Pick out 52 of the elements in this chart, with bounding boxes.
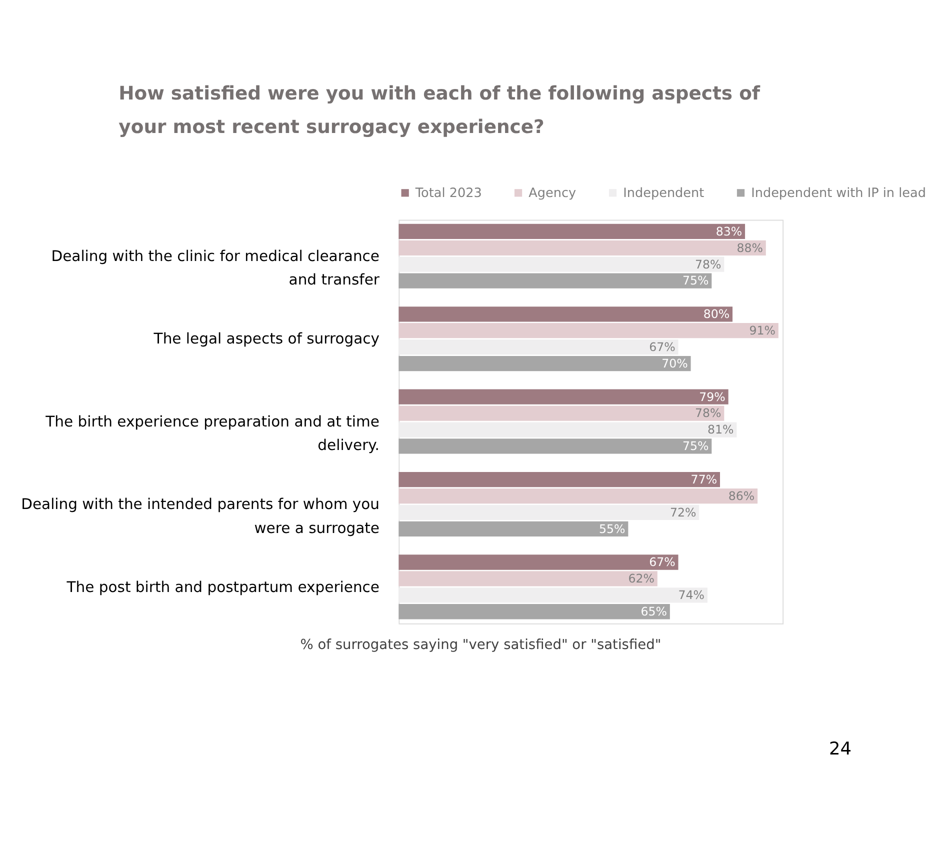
y-tick-label: The post birth and postpartum experience bbox=[66, 578, 380, 596]
data-label: 91% bbox=[749, 324, 776, 338]
data-label: 74% bbox=[678, 588, 705, 602]
data-label: 72% bbox=[670, 505, 696, 520]
text: % of surrogates saying "very satisfied" or "satisfied" bbox=[300, 636, 662, 653]
bar bbox=[398, 256, 724, 272]
bar bbox=[398, 604, 670, 620]
bar bbox=[398, 406, 724, 421]
data-label: 81% bbox=[708, 422, 734, 437]
data-label: 78% bbox=[694, 406, 722, 420]
bar bbox=[398, 554, 678, 570]
chart-title: How satisfied were you with each of the following aspects of your most recent surrogacy experience? bbox=[118, 84, 761, 138]
bar bbox=[398, 306, 733, 322]
data-label: 67% bbox=[649, 340, 676, 354]
bar bbox=[398, 240, 766, 256]
bar bbox=[398, 273, 712, 288]
bar bbox=[398, 422, 737, 438]
data-label: 78% bbox=[694, 257, 722, 272]
legend-label: Independent bbox=[623, 186, 704, 201]
legend-label: Agency bbox=[528, 186, 576, 201]
data-label: 77% bbox=[690, 472, 718, 486]
legend-label: Total 2023 bbox=[414, 186, 482, 201]
data-label: 88% bbox=[736, 240, 763, 255]
bar bbox=[398, 521, 628, 536]
legend-label: Independent with IP in lead bbox=[751, 186, 926, 201]
y-tick-label: The birth experience preparation and at time delivery. bbox=[44, 413, 380, 454]
bar bbox=[398, 488, 758, 504]
bar bbox=[398, 571, 658, 586]
data-label: 70% bbox=[662, 356, 688, 370]
data-label: 62% bbox=[628, 572, 654, 586]
text: 24 bbox=[828, 739, 852, 760]
data-label: 65% bbox=[640, 604, 667, 619]
y-tick-label: Dealing with the clinic for medical clearance and transfer bbox=[51, 248, 380, 289]
data-label: 75% bbox=[682, 439, 709, 454]
bar bbox=[398, 504, 700, 520]
data-label: 67% bbox=[649, 555, 676, 570]
data-label: 79% bbox=[699, 390, 726, 404]
data-label: 83% bbox=[716, 224, 742, 238]
data-label: 75% bbox=[682, 274, 709, 288]
bar bbox=[398, 323, 778, 338]
data-label: 86% bbox=[728, 488, 755, 503]
bar bbox=[398, 356, 691, 372]
y-tick-label: Dealing with the intended parents for whom you were a surrogate bbox=[21, 496, 380, 537]
data-label: 80% bbox=[703, 307, 730, 322]
y-tick-label: The legal aspects of surrogacy bbox=[152, 330, 380, 348]
bar bbox=[398, 588, 708, 603]
data-label: 55% bbox=[599, 522, 626, 536]
bar bbox=[398, 339, 678, 355]
bar bbox=[398, 472, 720, 488]
bar bbox=[398, 438, 712, 454]
bar bbox=[398, 389, 728, 404]
bar bbox=[398, 224, 746, 240]
